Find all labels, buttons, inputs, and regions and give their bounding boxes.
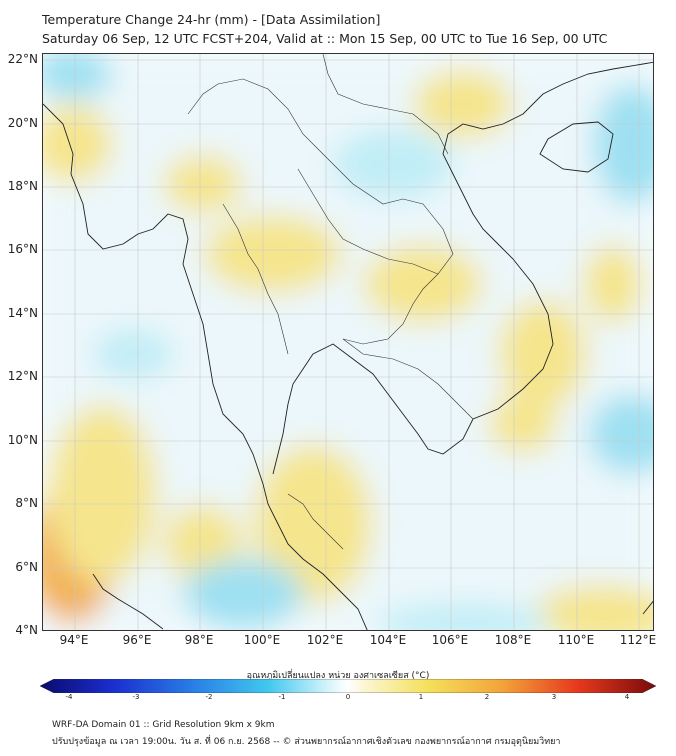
lon-label: 94°E (59, 633, 89, 647)
coastlines (43, 61, 653, 630)
colorbar-tick: 4 (624, 693, 630, 701)
colorbar-tick: -4 (65, 693, 73, 701)
lon-label: 112°E (619, 633, 657, 647)
footer-credit: ปรับปรุงข้อมูล ณ เวลา 19:00น. วัน ส. ที่… (52, 737, 561, 747)
colorbar-tick: 2 (484, 693, 490, 701)
colorbar-tick: -2 (205, 693, 213, 701)
colorbar-tick: 1 (418, 693, 424, 701)
lat-label: 22°N (7, 52, 38, 66)
colorbar-tick: -3 (132, 693, 140, 701)
lon-label: 104°E (369, 633, 407, 647)
graticule (43, 54, 653, 630)
lat-label: 12°N (7, 369, 38, 383)
colorbar (40, 679, 656, 693)
map-title: Temperature Change 24-hr (mm) - [Data As… (42, 12, 381, 27)
map-canvas (43, 54, 653, 630)
lat-label: 14°N (7, 306, 38, 320)
map-panel (42, 53, 654, 631)
borders (187, 54, 474, 550)
lon-label: 108°E (494, 633, 532, 647)
temperature-field (43, 54, 653, 630)
lon-label: 106°E (431, 633, 469, 647)
lon-label: 96°E (122, 633, 152, 647)
map-subtitle: Saturday 06 Sep, 12 UTC FCST+204, Valid … (42, 31, 608, 46)
lat-label: 4°N (15, 623, 38, 637)
lat-label: 10°N (7, 433, 38, 447)
lon-label: 98°E (184, 633, 214, 647)
lat-label: 8°N (15, 496, 38, 510)
footer-model-info: WRF-DA Domain 01 :: Grid Resolution 9km … (52, 720, 275, 730)
colorbar-tick: 3 (551, 693, 557, 701)
colorbar-tick: -1 (278, 693, 286, 701)
colorbar-title: อุณหภูมิเปลี่ยนแปลง หน่วย องศาเซลเซียส (… (246, 671, 430, 681)
lon-label: 100°E (243, 633, 281, 647)
lat-label: 6°N (15, 560, 38, 574)
lat-label: 18°N (7, 179, 38, 193)
lat-label: 16°N (7, 242, 38, 256)
lat-label: 20°N (7, 116, 38, 130)
lon-label: 110°E (557, 633, 595, 647)
lon-label: 102°E (306, 633, 344, 647)
colorbar-tick: 0 (345, 693, 351, 701)
